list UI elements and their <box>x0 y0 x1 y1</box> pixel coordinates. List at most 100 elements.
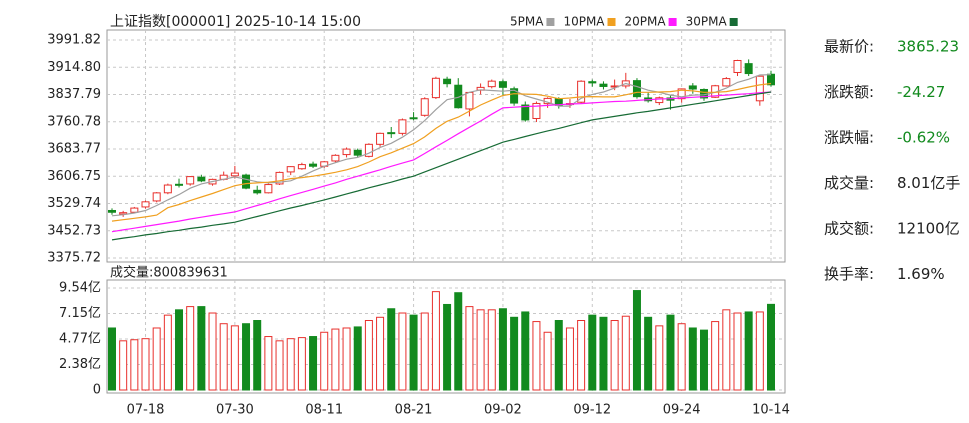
volume-bar <box>476 309 485 391</box>
volume-bar <box>543 331 552 391</box>
candle-body <box>420 98 429 116</box>
volume-bar <box>699 329 708 391</box>
candle-body <box>465 91 474 110</box>
info-label: 成交量: <box>824 174 874 192</box>
volume-bar <box>253 320 262 391</box>
volume-bar <box>711 321 720 391</box>
volume-bar <box>431 291 440 391</box>
candle-body <box>398 119 407 134</box>
candle-body <box>353 149 362 156</box>
info-value: -0.62% <box>897 129 950 147</box>
volume-bar <box>353 326 362 391</box>
volume-bar <box>722 309 731 391</box>
volume-bar <box>577 320 586 391</box>
y-tick-label: 3683.77 <box>47 142 101 157</box>
candle-body <box>454 84 463 109</box>
volume-bar <box>510 316 519 391</box>
legend-label: 5PMA <box>510 15 544 29</box>
candle-body <box>376 132 385 145</box>
candle-body <box>588 81 597 84</box>
volume-bar <box>163 314 172 391</box>
y-tick-label: 3837.79 <box>47 87 101 102</box>
candle-body <box>755 75 764 102</box>
info-label: 最新价: <box>824 38 874 56</box>
candle-body <box>175 183 184 186</box>
candle-body <box>387 132 396 135</box>
candle-body <box>364 143 373 157</box>
info-label: 涨跌幅: <box>824 129 874 147</box>
y-tick-label: 3452.73 <box>47 223 101 238</box>
candle-body <box>409 117 418 120</box>
candle-body <box>230 172 239 177</box>
info-value: -24.27 <box>897 83 945 101</box>
volume-bar <box>621 315 630 391</box>
volume-bar <box>454 292 463 391</box>
ma-line <box>111 91 772 241</box>
volume-bar <box>443 303 452 391</box>
legend-label: 20PMA <box>625 15 667 29</box>
candle-body <box>309 163 318 167</box>
volume-bar <box>230 325 239 391</box>
legend-swatch <box>546 18 555 26</box>
volume-bar <box>152 327 161 391</box>
candle-body <box>342 148 351 156</box>
candle-body <box>108 209 116 213</box>
candle-body <box>487 80 496 88</box>
y-tick-label: 3991.82 <box>47 33 101 48</box>
candle-body <box>599 83 608 87</box>
x-tick-label: 09-24 <box>663 403 701 418</box>
volume-bar <box>119 340 128 391</box>
volume-frame <box>106 279 786 394</box>
volume-bar <box>320 331 329 391</box>
y-tick-label: 3606.75 <box>47 169 101 184</box>
x-tick-label: 10-14 <box>752 403 790 418</box>
candle-body <box>677 88 686 100</box>
candle-body <box>152 192 161 202</box>
volume-bar <box>186 306 195 391</box>
volume-bar <box>219 323 228 391</box>
candle-body <box>632 80 641 98</box>
volume-bar <box>521 311 530 391</box>
volume-bar <box>275 340 284 391</box>
volume-bar <box>309 336 318 391</box>
volume-bar <box>376 316 385 391</box>
y-tick-label: 7.15亿 <box>59 306 101 321</box>
volume-bar <box>465 306 474 391</box>
volume-bar <box>632 290 641 391</box>
candle-body <box>141 201 150 208</box>
volume-bar <box>297 337 306 391</box>
volume-bar <box>767 303 775 391</box>
candle-body <box>521 104 530 121</box>
candle-body <box>253 189 262 194</box>
info-value: 8.01亿手 <box>897 174 960 192</box>
candle-body <box>498 81 507 88</box>
ma-line <box>111 82 772 222</box>
info-label: 涨跌额: <box>824 83 874 101</box>
volume-bar <box>409 314 418 391</box>
x-tick-label: 09-12 <box>573 403 611 418</box>
candle-body <box>767 73 775 86</box>
volume-bar <box>655 325 664 391</box>
volume-bar <box>610 320 619 391</box>
candle-body <box>532 102 541 119</box>
volume-bar <box>175 309 184 391</box>
chart-title: 上证指数[000001] 2025-10-14 15:00 <box>110 14 361 30</box>
volume-bar <box>387 308 396 391</box>
info-label: 换手率: <box>824 265 874 283</box>
volume-bar <box>588 314 597 391</box>
volume-bar <box>364 320 373 391</box>
legend-swatch <box>729 18 738 26</box>
volume-bar <box>264 336 273 391</box>
volume-bar <box>242 323 251 391</box>
y-tick-label: 3914.80 <box>47 60 101 75</box>
ma-line <box>111 74 772 217</box>
candle-body <box>163 184 172 194</box>
legend-swatch <box>607 18 616 26</box>
volume-bar <box>141 338 150 391</box>
candle-body <box>655 97 664 104</box>
info-value: 3865.23 <box>897 38 959 56</box>
candle-body <box>510 88 519 104</box>
x-tick-label: 09-02 <box>484 403 522 418</box>
volume-bar <box>677 323 686 391</box>
